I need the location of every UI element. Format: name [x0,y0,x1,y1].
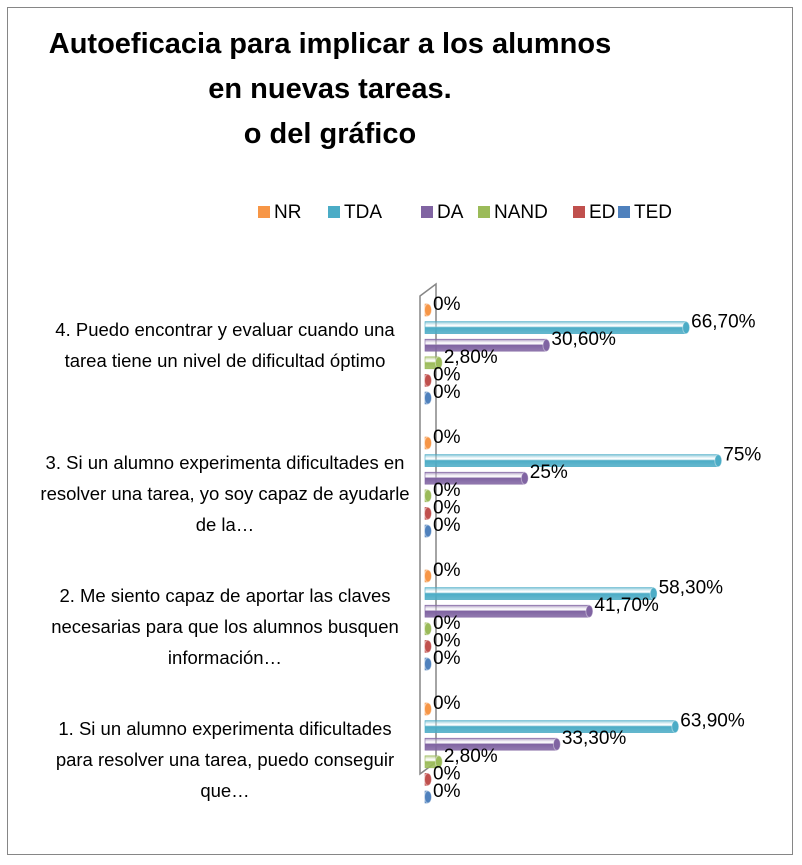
category-label: 4. Puedo encontrar y evaluar cuando una … [55,319,395,371]
data-label: 25% [530,462,568,483]
data-label: 0% [433,382,461,403]
data-label: 0% [433,763,461,784]
bar-cap [424,436,432,450]
data-label: 58,30% [659,578,724,599]
bar-cap [424,657,432,671]
data-label: 75% [723,445,761,466]
data-label: 0% [433,497,461,518]
legend-swatch [421,206,433,218]
legend-swatch [573,206,585,218]
legend-label: TED [634,202,672,223]
bar-cap [424,569,432,583]
data-label: 2,80% [444,347,498,368]
legend-swatch [258,206,270,218]
data-label: 0% [433,613,461,634]
bar-cap [434,356,443,370]
bar [424,454,719,467]
legend-label: NAND [494,202,548,223]
bar [424,720,676,733]
bar-cap [424,391,432,405]
bar-cap [424,790,432,804]
bar-cap [649,587,658,601]
data-label: 0% [433,693,461,714]
data-label: 0% [433,630,461,651]
data-label: 33,30% [562,728,627,749]
data-label: 0% [433,648,461,669]
data-label: 2,80% [444,746,498,767]
bar-cap [682,321,691,335]
legend-swatch [618,206,630,218]
legend-swatch [328,206,340,218]
legend-label: NR [274,202,301,223]
bar-cap [424,506,432,520]
data-label: 30,60% [551,329,616,350]
bar-cap [424,303,432,317]
data-label: 66,70% [691,312,756,333]
legend-label: TDA [344,202,382,223]
data-label: 0% [433,515,461,536]
chart-border [7,7,793,855]
chart-title: Autoeficacia para implicar a los alumnos… [48,28,612,150]
bar-cap [671,720,680,734]
bar-cap [424,622,432,636]
category-label: 3. Si un alumno experimenta dificultades… [40,452,410,535]
data-label: 0% [433,781,461,802]
category-label: 2. Me siento capaz de aportar las claves… [51,585,399,668]
legend-swatch [478,206,490,218]
bar-cap [585,604,594,618]
bar-cap [424,639,432,653]
bar-cap [424,489,432,503]
bar-cap [424,524,432,538]
data-label: 63,90% [680,711,745,732]
bar-cap [424,702,432,716]
data-label: 0% [433,294,461,315]
legend-label: ED [589,202,615,223]
bar-cap [434,755,443,769]
category-label: 1. Si un alumno experimenta dificultades… [55,718,395,801]
bar-cap [520,471,529,485]
bar-cap [552,737,561,751]
bar-cap [424,772,432,786]
bar-cap [424,373,432,387]
data-label: 41,70% [594,595,659,616]
data-label: 0% [433,364,461,385]
data-label: 0% [433,480,461,501]
bar-cap [542,338,551,352]
data-label: 0% [433,560,461,581]
bar-cap [714,454,723,468]
legend-label: DA [437,202,464,223]
data-label: 0% [433,427,461,448]
